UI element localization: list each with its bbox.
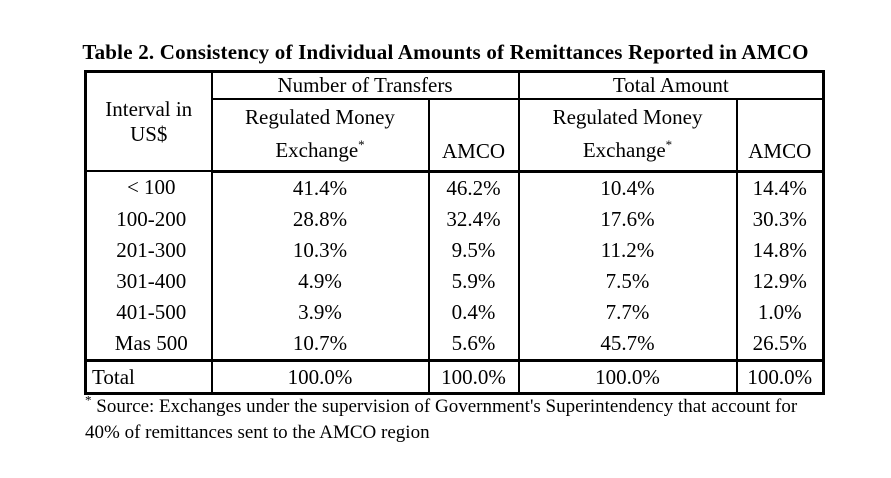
cell-amount-amco: 26.5% <box>735 327 825 360</box>
col-header-amount-amco: AMCO <box>735 99 825 173</box>
cell-transfers-amco: 5.6% <box>427 327 520 360</box>
cell-total-transfers-amco: 100.0% <box>427 358 520 393</box>
header-sub-row: Regulated Money Exchange* AMCO Regulated… <box>86 99 825 173</box>
table-row: 401-500 3.9% 0.4% 7.7% 1.0% <box>84 296 825 328</box>
cell-transfers-rme: 10.3% <box>210 234 430 266</box>
cell-transfers-rme: 3.9% <box>210 296 430 328</box>
cell-interval: Mas 500 <box>84 327 213 360</box>
cell-transfers-amco: 46.2% <box>427 171 520 204</box>
cell-transfers-rme: 4.9% <box>210 265 430 297</box>
cell-interval: < 100 <box>84 171 213 204</box>
col-header-transfers-regulated-money-exchange: Regulated Money Exchange* <box>210 99 430 173</box>
cell-interval: 100-200 <box>84 203 213 235</box>
cell-amount-amco: 14.4% <box>735 171 825 204</box>
cell-transfers-amco: 9.5% <box>427 234 520 266</box>
table-row: < 100 41.4% 46.2% 10.4% 14.4% <box>84 171 825 204</box>
cell-amount-rme: 17.6% <box>517 203 738 235</box>
remittances-table: Interval in US$ Number of Transfers Tota… <box>84 70 826 395</box>
footnote-marker-icon: * <box>85 392 92 408</box>
cell-transfers-amco: 0.4% <box>427 296 520 328</box>
rme-label-line1: Regulated Money <box>245 104 395 129</box>
cell-amount-rme: 10.4% <box>517 171 738 204</box>
cell-amount-amco: 14.8% <box>735 234 825 266</box>
col-group-total-amount: Total Amount <box>517 71 825 100</box>
cell-total-amount-amco: 100.0% <box>735 358 825 393</box>
col-group-number-of-transfers: Number of Transfers <box>210 71 520 100</box>
table-total-row: Total 100.0% 100.0% 100.0% 100.0% <box>84 358 825 393</box>
table-row: 301-400 4.9% 5.9% 7.5% 12.9% <box>84 265 825 297</box>
cell-transfers-amco: 5.9% <box>427 265 520 297</box>
cell-total-amount-rme: 100.0% <box>517 358 738 393</box>
cell-total-transfers-rme: 100.0% <box>210 358 430 393</box>
cell-amount-amco: 1.0% <box>735 296 825 328</box>
cell-transfers-rme: 41.4% <box>210 171 430 204</box>
col-header-amount-regulated-money-exchange: Regulated Money Exchange* <box>517 99 738 173</box>
table-title: Table 2. Consistency of Individual Amoun… <box>82 40 809 64</box>
footnote-line1: Source: Exchanges under the supervision … <box>96 396 798 417</box>
cell-interval: 301-400 <box>84 265 213 297</box>
footnote-marker-icon: * <box>358 136 365 152</box>
cell-transfers-amco: 32.4% <box>427 203 520 235</box>
header-group-row: Interval in US$ Number of Transfers Tota… <box>84 71 825 172</box>
col-header-transfers-amco: AMCO <box>427 99 520 173</box>
cell-amount-amco: 12.9% <box>735 265 825 297</box>
rme-label-line2: Exchange <box>275 137 359 162</box>
footnote: * Source: Exchanges under the supervisio… <box>85 394 845 446</box>
table-row: 201-300 10.3% 9.5% 11.2% 14.8% <box>84 234 825 266</box>
cell-transfers-rme: 10.7% <box>210 327 430 360</box>
table-header: Interval in US$ Number of Transfers Tota… <box>84 71 825 173</box>
cell-transfers-rme: 28.8% <box>210 203 430 235</box>
cell-amount-rme: 11.2% <box>517 234 738 266</box>
table-row: 100-200 28.8% 32.4% 17.6% 30.3% <box>84 203 825 235</box>
table-body: < 100 41.4% 46.2% 10.4% 14.4% 100-200 28… <box>84 171 825 393</box>
cell-total-label: Total <box>84 358 213 393</box>
table-row: Mas 500 10.7% 5.6% 45.7% 26.5% <box>84 327 825 360</box>
cell-amount-rme: 7.7% <box>517 296 738 328</box>
cell-amount-amco: 30.3% <box>735 203 825 235</box>
rme-label-line1: Regulated Money <box>552 104 703 129</box>
col-header-interval: Interval in US$ <box>84 71 213 172</box>
cell-amount-rme: 7.5% <box>517 265 738 297</box>
footnote-marker-icon: * <box>665 136 673 152</box>
cell-amount-rme: 45.7% <box>517 327 738 360</box>
rme-label-line2: Exchange <box>582 137 666 162</box>
footnote-line2: 40% of remittances sent to the AMCO regi… <box>85 422 430 443</box>
cell-interval: 201-300 <box>84 234 213 266</box>
cell-interval: 401-500 <box>84 296 213 328</box>
